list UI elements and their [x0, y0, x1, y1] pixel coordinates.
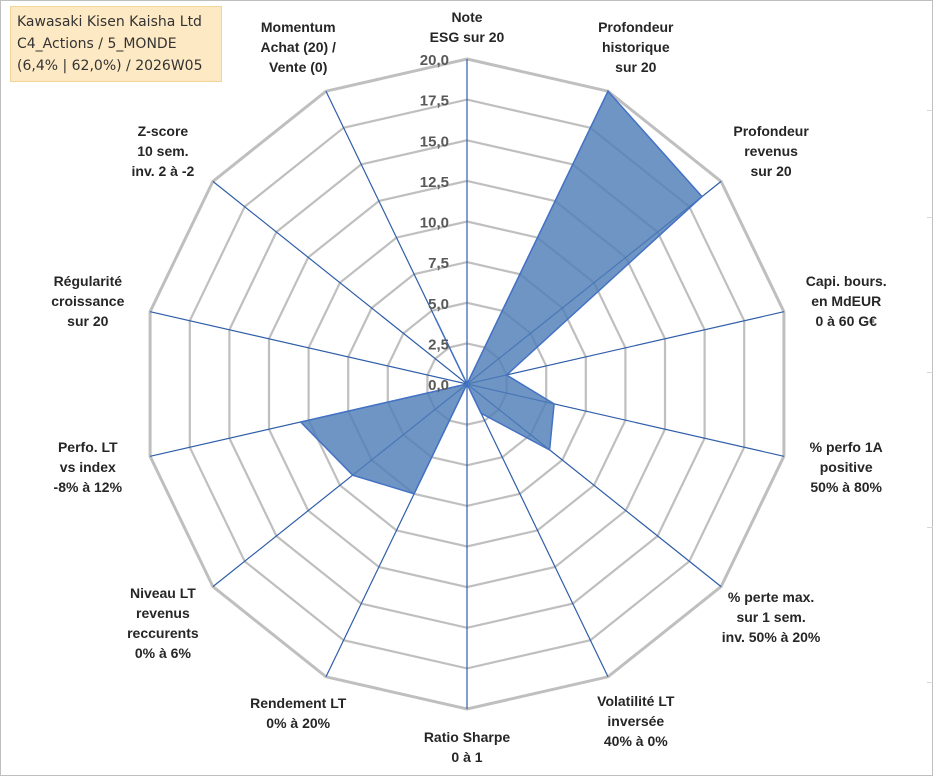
radial-tick-label: 7,5 [428, 255, 449, 272]
axis-label: Volatilité LT inversée 40% à 0% [597, 693, 675, 749]
axis-label: Ratio Sharpe 0 à 1 [424, 729, 511, 765]
axis-label: Capi. bours. en MdEUR 0 à 60 G€ [806, 273, 887, 329]
axis-spoke [212, 180, 468, 385]
right-edge-marks [927, 0, 933, 776]
axis-label: Rendement LT 0% à 20% [250, 695, 347, 731]
axis-spoke [466, 383, 609, 678]
radial-tick-label: 0,0 [428, 377, 449, 394]
data-series [299, 89, 704, 495]
axis-spoke [149, 311, 468, 385]
axis-label: Niveau LT revenus reccurents 0% à 6% [127, 585, 199, 661]
score-week: (6,4% | 62,0%) / 2026W05 [17, 58, 203, 74]
axis-label: Note ESG sur 20 [430, 9, 505, 45]
radial-tick-label: 10,0 [420, 215, 449, 232]
radial-tick-label: 5,0 [428, 296, 449, 313]
portfolio-category: C4_Actions / 5_MONDE [17, 36, 177, 52]
axis-label: Perfo. LT vs index -8% à 12% [54, 439, 123, 495]
axis-spoke [466, 311, 785, 385]
radial-tick-labels: 0,0 2,5 5,0 7,5 10,0 12,5 15,0 17,5 20,0 [420, 52, 449, 394]
chart-title-box: Kawasaki Kisen Kaisha Ltd C4_Actions / 5… [10, 6, 222, 82]
axis-label: Momentum Achat (20) / Vente (0) [260, 19, 336, 75]
axis-label: % perte max. sur 1 sem. inv. 50% à 20% [722, 589, 821, 645]
radial-tick-label: 12,5 [420, 174, 449, 191]
axis-label: Profondeur revenus sur 20 [733, 123, 809, 179]
axis-label: Régularité croissance sur 20 [51, 273, 124, 329]
radial-tick-label: 2,5 [428, 336, 449, 353]
radial-tick-label: 17,5 [420, 93, 449, 110]
series-area [299, 89, 704, 495]
radial-tick-label: 15,0 [420, 133, 449, 150]
company-name: Kawasaki Kisen Kaisha Ltd [17, 14, 202, 30]
axis-label: % perfo 1A positive 50% à 80% [810, 439, 883, 495]
axis-label: Profondeur historique sur 20 [598, 19, 674, 75]
radial-tick-label: 20,0 [420, 52, 449, 69]
axis-labels: Note ESG sur 20 Profondeur historique sur 20… [51, 9, 886, 765]
axis-label: Z-score 10 sem. inv. 2 à -2 [132, 123, 195, 179]
